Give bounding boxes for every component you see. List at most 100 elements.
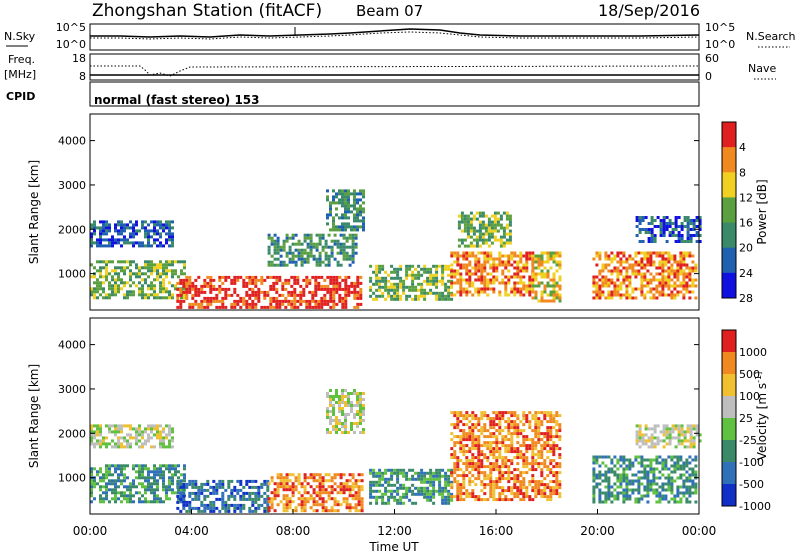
scatter-cell xyxy=(270,263,274,267)
scatter-cell xyxy=(504,465,508,469)
scatter-cell xyxy=(306,260,310,264)
scatter-cell xyxy=(126,238,129,242)
scatter-cell xyxy=(153,284,156,288)
scatter-cell xyxy=(257,494,261,498)
scatter-cell xyxy=(549,414,553,418)
scatter-cell xyxy=(120,244,123,248)
scatter-cell xyxy=(516,492,520,496)
scatter-cell xyxy=(659,234,663,237)
scatter-cell xyxy=(347,222,350,226)
scatter-cell xyxy=(698,216,702,219)
scatter-cell xyxy=(135,485,138,489)
scatter-cell xyxy=(459,459,463,463)
scatter-cell xyxy=(540,471,544,475)
scatter-cell xyxy=(638,219,642,222)
scatter-cell xyxy=(489,287,493,291)
scatter-cell xyxy=(549,432,553,436)
scatter-cell xyxy=(282,485,286,489)
scatter-cell xyxy=(450,474,454,478)
scatter-cell xyxy=(444,294,448,298)
scatter-cell xyxy=(525,287,529,291)
scatter-cell xyxy=(625,293,629,297)
scatter-cell xyxy=(525,417,529,421)
scatter-cell xyxy=(185,482,189,486)
scatter-cell xyxy=(224,488,228,492)
scatter-cell xyxy=(465,263,469,267)
scatter-cell xyxy=(498,417,502,421)
scatter-cell xyxy=(332,281,336,285)
scatter-cell xyxy=(120,427,123,431)
scatter-cell xyxy=(114,278,117,282)
scatter-cell xyxy=(507,438,511,442)
scatter-cell xyxy=(498,447,502,451)
scatter-cell xyxy=(141,226,144,230)
scatter-cell xyxy=(501,498,505,502)
scatter-cell xyxy=(338,299,342,303)
scatter-cell xyxy=(312,509,316,513)
scatter-cell xyxy=(495,257,499,261)
scatter-cell xyxy=(489,477,493,481)
scatter-cell xyxy=(466,229,470,233)
scatter-cell xyxy=(679,284,683,288)
scatter-cell xyxy=(345,479,349,483)
scatter-cell xyxy=(171,244,174,248)
scatter-cell xyxy=(381,276,385,280)
scatter-cell xyxy=(245,299,249,303)
scatter-cell xyxy=(492,432,496,436)
scatter-cell xyxy=(102,266,105,270)
scatter-cell xyxy=(251,290,255,294)
scatter-cell xyxy=(165,263,168,267)
scatter-cell xyxy=(153,473,156,477)
scatter-cell xyxy=(147,266,150,270)
scatter-cell xyxy=(153,488,156,492)
scatter-cell xyxy=(147,500,150,504)
scatter-cell xyxy=(344,293,348,297)
scatter-cell xyxy=(673,260,677,264)
scatter-cell xyxy=(126,488,129,492)
scatter-cell xyxy=(423,474,427,478)
scatter-cell xyxy=(120,238,123,242)
scatter-cell xyxy=(670,254,674,258)
scatter-cell xyxy=(303,500,307,504)
scatter-cell xyxy=(465,450,469,454)
scatter-cell xyxy=(558,263,562,267)
scatter-cell xyxy=(359,189,362,193)
scatter-cell xyxy=(144,497,147,501)
scatter-cell xyxy=(351,233,355,237)
scatter-cell xyxy=(162,287,165,291)
scatter-cell xyxy=(543,272,547,276)
scatter-cell xyxy=(108,293,111,297)
scatter-cell xyxy=(534,486,538,490)
scatter-cell xyxy=(384,489,388,493)
scatter-cell xyxy=(519,278,523,282)
scatter-cell xyxy=(233,287,237,291)
scatter-cell xyxy=(126,476,129,480)
scatter-cell xyxy=(495,423,499,427)
scatter-cell xyxy=(188,500,192,504)
scatter-cell xyxy=(291,482,295,486)
scatter-cell xyxy=(90,479,93,483)
scatter-cell xyxy=(634,500,638,504)
scatter-cell xyxy=(510,435,514,439)
scatter-cell xyxy=(468,429,472,433)
scatter-cell xyxy=(369,468,373,472)
scatter-cell xyxy=(150,220,153,224)
scatter-cell xyxy=(248,275,252,279)
scatter-cell xyxy=(447,474,451,478)
scatter-cell xyxy=(144,232,147,236)
scatter-cell xyxy=(411,288,415,292)
scatter-cell xyxy=(555,263,559,267)
scatter-cell xyxy=(120,278,123,282)
scatter-cell xyxy=(221,500,225,504)
scatter-cell xyxy=(453,468,457,472)
scatter-cell xyxy=(695,219,699,222)
scatter-cell xyxy=(661,275,665,279)
scatter-cell xyxy=(99,287,102,291)
scatter-cell xyxy=(619,491,623,495)
scatter-cell xyxy=(99,232,102,236)
scatter-cell xyxy=(176,485,180,489)
scatter-cell xyxy=(315,491,319,495)
scatter-cell xyxy=(493,220,497,224)
scatter-cell xyxy=(147,433,150,437)
scatter-cell xyxy=(552,417,556,421)
